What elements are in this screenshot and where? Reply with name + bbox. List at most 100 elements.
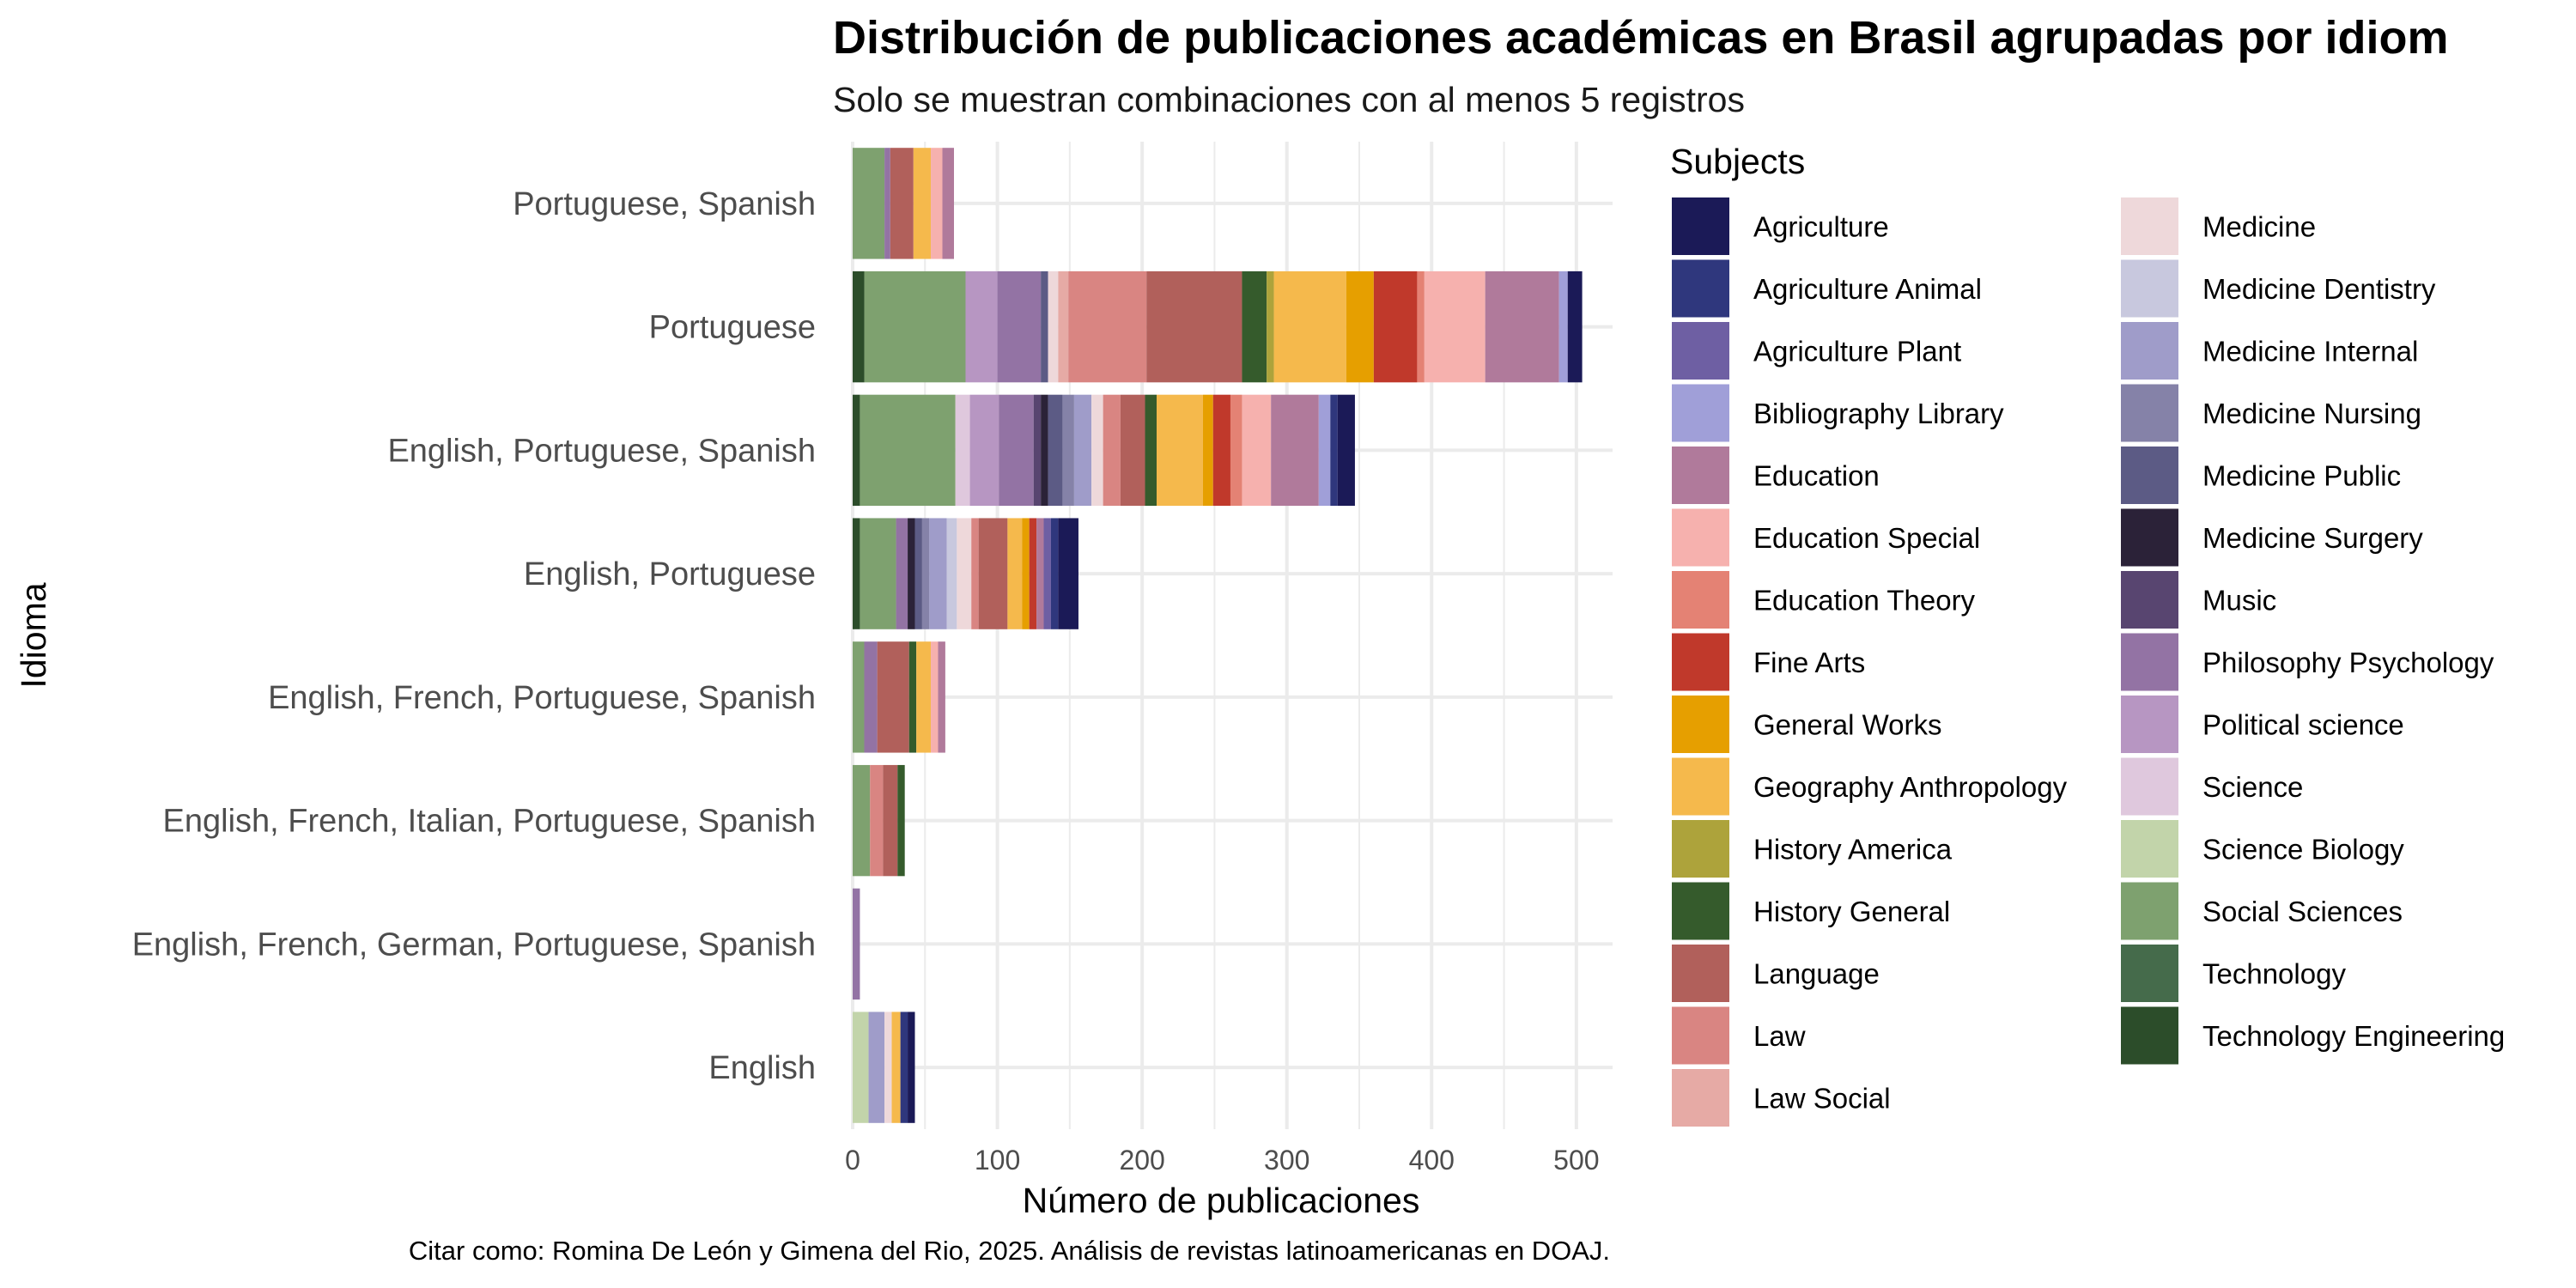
bar-segment-education <box>938 641 945 753</box>
category-label: English, Portuguese <box>524 556 816 592</box>
x-tick-label: 400 <box>1409 1145 1455 1176</box>
bar-segment-language <box>877 641 909 753</box>
bar-segment-medicine <box>957 518 972 629</box>
bar-segment-education-theory <box>1230 394 1242 507</box>
legend-key-swatch <box>1672 820 1729 878</box>
legend-label: Science Biology <box>2202 834 2404 866</box>
bar-segment-social-sciences <box>860 394 956 507</box>
legend-label: Agriculture Plant <box>1753 336 1961 368</box>
bar-segment-medicine <box>1091 394 1103 507</box>
bar-segment-general-works <box>1202 394 1213 507</box>
x-tick-label: 0 <box>845 1145 860 1176</box>
bar-segment-medicine-internal <box>929 518 947 629</box>
x-tick-label: 500 <box>1553 1145 1599 1176</box>
legend-key-swatch <box>2121 633 2178 691</box>
legend-label: Medicine Internal <box>2202 336 2418 368</box>
bar-segment-philosophy-psychology <box>997 270 1042 383</box>
bar-segment-geography-anthropology <box>913 148 932 259</box>
bar-segment-language <box>1146 270 1242 383</box>
bar-segment-history-general <box>908 641 917 753</box>
legend-label: Medicine Nursing <box>2202 398 2421 429</box>
chart-caption: Citar como: Romina De León y Gimena del … <box>409 1236 1610 1266</box>
bar-segment-bibliography-library <box>1558 270 1568 383</box>
legend-key-swatch <box>1672 882 1729 940</box>
bar-segment-geography-anthropology <box>1273 270 1346 383</box>
bar-segment-political-science <box>969 394 999 507</box>
x-tick-label: 200 <box>1119 1145 1164 1176</box>
category-label: Portuguese <box>649 310 816 346</box>
bar-segment-law <box>870 764 884 877</box>
legend-key-swatch <box>1672 384 1729 442</box>
legend-label: Law <box>1753 1020 1806 1052</box>
category-label: English, French, Italian, Portuguese, Sp… <box>163 804 816 840</box>
bar-segment-technology-engineering <box>853 518 860 629</box>
legend-label: Technology Engineering <box>2202 1020 2505 1052</box>
bar-segment-medicine <box>1048 270 1059 383</box>
bar-segment-philosophy-psychology <box>884 148 890 259</box>
chart-title: Distribución de publicaciones académicas… <box>833 12 2449 64</box>
bar-segment-law <box>1068 270 1147 383</box>
bar-segment-agriculture-animal <box>1050 518 1059 629</box>
legend-label: Agriculture <box>1753 211 1889 243</box>
bar-segment-agriculture <box>1567 270 1583 383</box>
legend-label: Social Sciences <box>2202 896 2403 927</box>
category-label: Portuguese, Spanish <box>513 186 816 222</box>
bar-segment-fine-arts <box>1373 270 1418 383</box>
legend-key-swatch <box>2121 1006 2178 1065</box>
legend-key-swatch <box>1672 508 1729 567</box>
bar-segment-education-special <box>931 641 939 753</box>
bar-segment-geography-anthropology <box>1007 518 1023 629</box>
bar-segment-bibliography-library <box>1318 394 1331 507</box>
bar-segment-education-theory <box>1417 270 1425 383</box>
legend-label: Philosophy Psychology <box>2202 647 2494 678</box>
bars <box>853 148 1583 1123</box>
bar-segment-music <box>1033 394 1042 507</box>
bar-segment-philosophy-psychology <box>864 641 878 753</box>
legend-key-swatch <box>1672 757 1729 816</box>
bar-segment-social-sciences <box>864 270 966 383</box>
legend-key-swatch <box>1672 633 1729 691</box>
legend-label: Music <box>2202 585 2276 617</box>
bar-segment-medicine-internal <box>1073 394 1092 507</box>
bar-segment-geography-anthropology <box>891 1012 901 1123</box>
category-label: English, French, German, Portuguese, Spa… <box>132 927 816 963</box>
legend-label: Education Special <box>1753 522 1980 554</box>
bar-segment-medicine-internal <box>868 1012 885 1123</box>
legend-label: Law Social <box>1753 1083 1891 1115</box>
x-tick-labels: 0 100 200 300 400 500 <box>845 1145 1599 1176</box>
bar-segment-education-special <box>931 148 943 259</box>
legend-label: Education Theory <box>1753 585 1976 617</box>
bar-segment-medicine-public <box>914 518 922 629</box>
bar-segment-medicine-dentistry <box>946 518 957 629</box>
chart-subtitle: Solo se muestran combinaciones con al me… <box>833 80 1745 119</box>
bar-segment-medicine <box>884 1012 892 1123</box>
legend-key-swatch <box>2121 945 2178 1002</box>
bar-segment-agriculture <box>908 1012 915 1123</box>
legend-label: Medicine Dentistry <box>2202 273 2436 305</box>
bar-segment-social-sciences <box>853 641 865 753</box>
legend-label: Medicine Surgery <box>2202 522 2423 554</box>
legend-key-swatch <box>2121 384 2178 442</box>
legend-label: Medicine Public <box>2202 460 2401 492</box>
bar-segment-philosophy-psychology <box>999 394 1034 507</box>
legend-label: Political science <box>2202 709 2404 741</box>
legend-key-swatch <box>2121 447 2178 504</box>
x-axis-title: Número de publicaciones <box>1023 1181 1420 1220</box>
bar-segment-agriculture-animal <box>900 1012 908 1123</box>
legend-title: Subjects <box>1670 142 1805 181</box>
legend-label: Agriculture Animal <box>1753 273 1982 305</box>
bar-segment-language <box>890 148 914 259</box>
bar-segment-science-biology <box>853 1012 869 1123</box>
bar-segment-language <box>978 518 1008 629</box>
legend-key-swatch <box>1672 571 1729 629</box>
category-label: English <box>708 1050 816 1086</box>
legend-label: History General <box>1753 896 1950 927</box>
legend-label: Science <box>2202 771 2303 803</box>
bar-segment-technology-engineering <box>853 394 860 507</box>
bar-segment-general-works <box>1022 518 1030 629</box>
bar-segment-fine-arts <box>1029 518 1037 629</box>
legend-label: History America <box>1753 834 1953 866</box>
legend-key-swatch <box>1672 322 1729 380</box>
bar-segment-philosophy-psychology <box>896 518 908 629</box>
